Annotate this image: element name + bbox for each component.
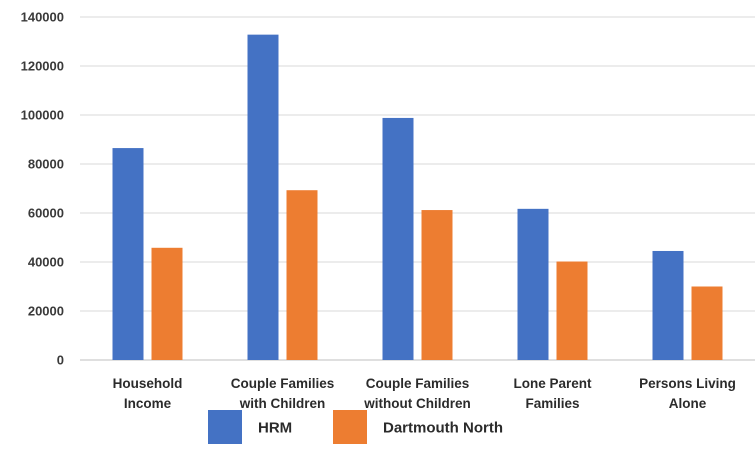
legend: HRM Dartmouth North bbox=[208, 410, 503, 444]
y-tick-label: 0 bbox=[57, 353, 64, 368]
bar-hrm bbox=[382, 117, 414, 360]
y-tick-label: 40000 bbox=[28, 255, 64, 270]
bar-dartmouth-north bbox=[286, 190, 318, 360]
bar-hrm bbox=[517, 208, 549, 360]
bar-hrm bbox=[652, 250, 684, 360]
bar-dartmouth-north bbox=[151, 247, 183, 360]
x-tick-label: Household Income bbox=[113, 376, 183, 411]
y-tick-label: 140000 bbox=[21, 10, 64, 25]
y-axis: 0 20000 40000 60000 80000 100000 120000 140000 bbox=[21, 10, 64, 368]
x-axis: Household Income Couple Families with Child… bbox=[113, 376, 736, 411]
x-tick-label: Persons Living Alone bbox=[639, 376, 736, 411]
x-tick-label: Couple Families with Children bbox=[231, 376, 335, 411]
legend-label: HRM bbox=[258, 420, 292, 437]
legend-swatch bbox=[333, 410, 367, 444]
bar-dartmouth-north bbox=[691, 286, 723, 360]
x-tick-label: Lone Parent Families bbox=[513, 376, 592, 411]
y-tick-label: 20000 bbox=[28, 304, 64, 319]
bars bbox=[112, 34, 723, 360]
gridlines bbox=[80, 16, 755, 361]
x-tick-label: Couple Families without Children bbox=[363, 376, 470, 411]
bar-dartmouth-north bbox=[556, 261, 588, 360]
legend-label: Dartmouth North bbox=[383, 420, 503, 437]
y-tick-label: 100000 bbox=[21, 108, 64, 123]
bar-hrm bbox=[247, 34, 279, 360]
y-tick-label: 80000 bbox=[28, 157, 64, 172]
bar-dartmouth-north bbox=[421, 210, 453, 360]
legend-swatch bbox=[208, 410, 242, 444]
y-tick-label: 60000 bbox=[28, 206, 64, 221]
y-tick-label: 120000 bbox=[21, 59, 64, 74]
bar-hrm bbox=[112, 148, 144, 360]
